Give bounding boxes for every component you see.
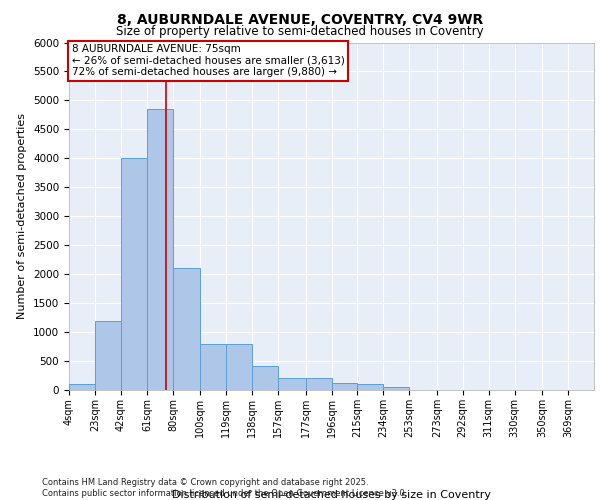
Text: Contains HM Land Registry data © Crown copyright and database right 2025.
Contai: Contains HM Land Registry data © Crown c… [42, 478, 407, 498]
Bar [147, 109, 173, 390]
Bar [226, 344, 252, 390]
Y-axis label: Number of semi-detached properties: Number of semi-detached properties [17, 114, 28, 320]
Bar [252, 366, 278, 390]
Bar [305, 378, 331, 390]
Bar [173, 268, 200, 390]
Bar [200, 344, 226, 390]
Text: 8, AUBURNDALE AVENUE, COVENTRY, CV4 9WR: 8, AUBURNDALE AVENUE, COVENTRY, CV4 9WR [117, 12, 483, 26]
Text: Size of property relative to semi-detached houses in Coventry: Size of property relative to semi-detach… [116, 25, 484, 38]
Bar [121, 158, 147, 390]
Bar [278, 378, 305, 390]
X-axis label: Distribution of semi-detached houses by size in Coventry: Distribution of semi-detached houses by … [172, 490, 491, 500]
Bar [69, 384, 95, 390]
Text: 8 AUBURNDALE AVENUE: 75sqm
← 26% of semi-detached houses are smaller (3,613)
72%: 8 AUBURNDALE AVENUE: 75sqm ← 26% of semi… [71, 44, 344, 78]
Bar [331, 383, 358, 390]
Bar [95, 320, 121, 390]
Bar [358, 384, 383, 390]
Bar [383, 386, 409, 390]
